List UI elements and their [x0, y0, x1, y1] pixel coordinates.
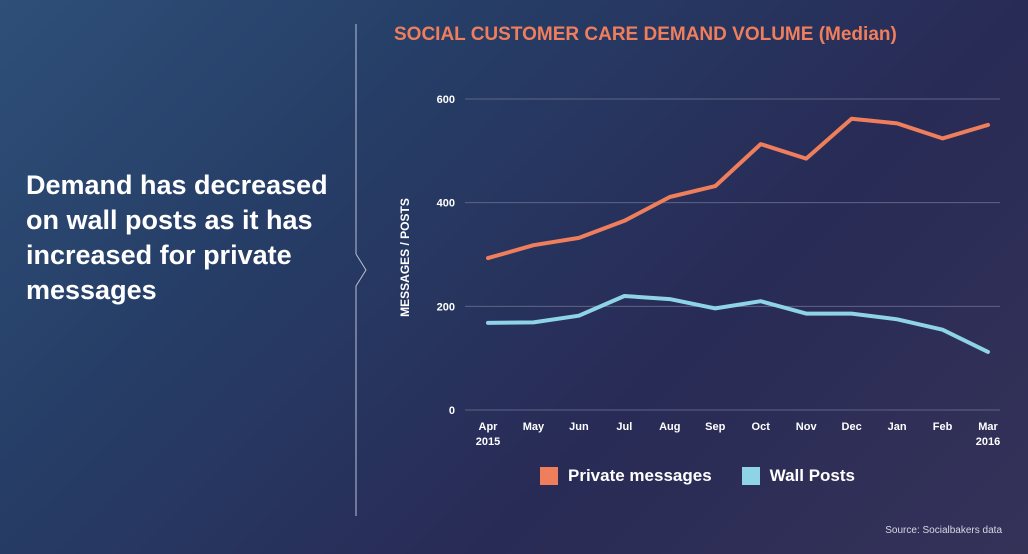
source-note: Source: Socialbakers data: [885, 525, 1002, 536]
y-axis-label: MESSAGES / POSTS: [398, 198, 412, 317]
headline: Demand has decreased on wall posts as it…: [26, 170, 328, 305]
x-tick-label-11: Mar 2016: [976, 421, 1000, 448]
chart-title: SOCIAL CUSTOMER CARE DEMAND VOLUME (Medi…: [394, 24, 897, 45]
divider-line: [355, 24, 367, 516]
x-tick-label-10: Feb: [933, 421, 953, 433]
x-tick-label-7: Nov: [796, 421, 818, 433]
y-tick-label-600: 600: [437, 94, 455, 106]
legend-label-private-messages: Private messages: [568, 466, 712, 485]
legend-item-private-messages: Private messages: [540, 466, 712, 486]
legend-swatch-wall-posts: [741, 467, 760, 485]
y-tick-label-0: 0: [449, 405, 455, 417]
line-chart: 0 200 400 600 MESSAGES / POSTS Apr 2015 May Jun J…: [398, 94, 1000, 448]
legend-item-wall-posts: Wall Posts: [741, 466, 855, 486]
x-tick-label-9: Jan: [888, 421, 907, 433]
legend-swatch-private-messages: [540, 467, 558, 485]
y-tick-label-200: 200: [437, 301, 455, 313]
x-tick-label-2: Jun: [569, 421, 589, 433]
x-tick-label-4: Aug: [659, 421, 680, 433]
legend-label-wall-posts: Wall Posts: [769, 466, 855, 485]
x-tick-label-3: Jul: [616, 421, 632, 433]
chart-legend: Private messages Wall Posts: [540, 466, 855, 486]
x-tick-label-1: May: [523, 421, 545, 433]
x-tick-label-8: Dec: [842, 421, 862, 433]
x-tick-label-0: Apr 2015: [476, 421, 500, 448]
series-line-private-messages: [486, 116, 990, 261]
y-tick-label-400: 400: [437, 198, 455, 210]
series-line-wall-posts: [486, 294, 990, 354]
x-tick-label-5: Sep: [705, 421, 725, 433]
x-tick-label-6: Oct: [752, 421, 771, 433]
